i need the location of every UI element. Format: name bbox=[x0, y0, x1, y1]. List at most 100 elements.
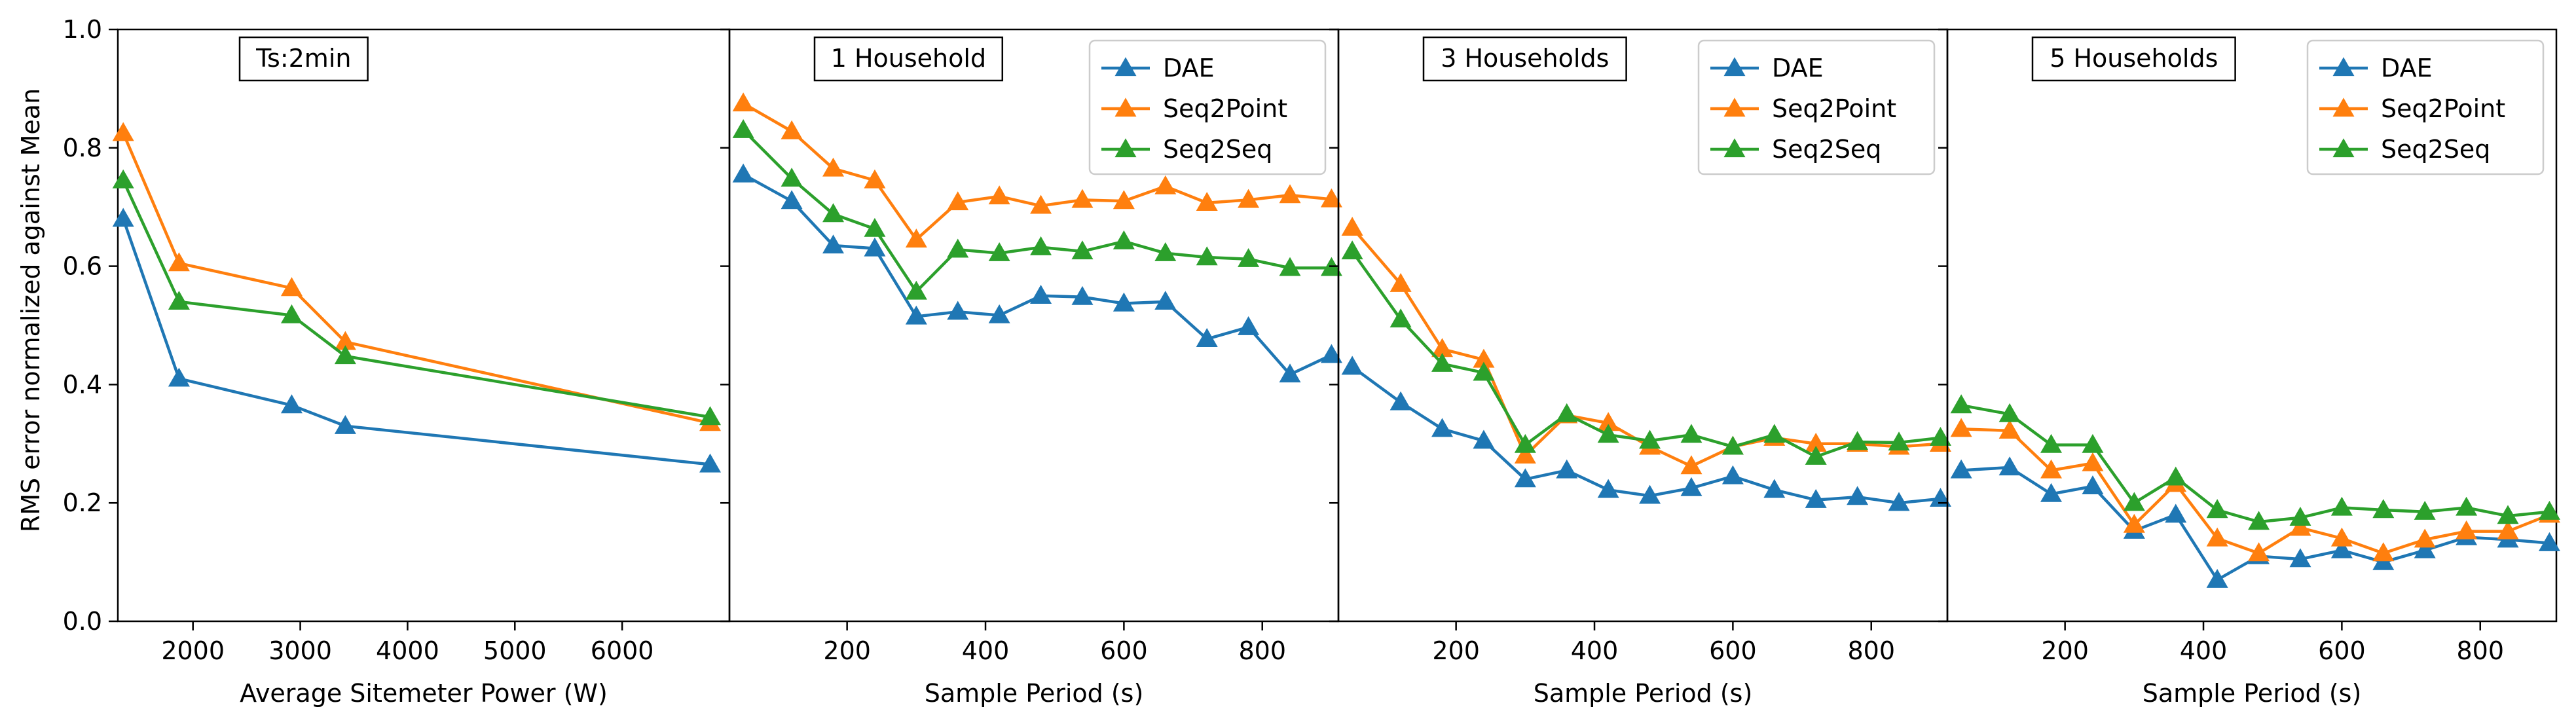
data-point bbox=[1473, 361, 1495, 381]
x-tick-label: 3000 bbox=[268, 636, 332, 665]
data-point bbox=[1030, 194, 1052, 214]
x-tick-label: 5000 bbox=[483, 636, 547, 665]
y-tick-label: 0.6 bbox=[63, 252, 102, 281]
data-point bbox=[2538, 532, 2560, 551]
data-point bbox=[988, 304, 1010, 323]
x-tick-label: 6000 bbox=[591, 636, 654, 665]
data-point bbox=[1320, 188, 1342, 208]
data-point bbox=[947, 238, 969, 258]
data-point bbox=[2414, 501, 2436, 520]
x-tick-label: 4000 bbox=[376, 636, 439, 665]
data-point bbox=[1389, 391, 1412, 410]
series-line bbox=[122, 218, 710, 466]
data-point bbox=[1556, 403, 1578, 422]
chart-panel: 2000 3000 4000 5000 6000 Average Sitemeter Po… bbox=[112, 28, 731, 708]
data-point bbox=[2248, 542, 2270, 562]
series-dae bbox=[732, 163, 1342, 383]
legend-frame bbox=[2306, 39, 2545, 175]
data-point bbox=[2289, 507, 2311, 526]
annotation-text: 5 Households bbox=[2050, 44, 2218, 73]
data-point bbox=[2040, 459, 2063, 479]
data-point bbox=[1431, 418, 1454, 437]
data-point bbox=[2538, 501, 2560, 520]
data-point bbox=[905, 228, 927, 248]
data-point bbox=[1238, 248, 1260, 267]
series-dae bbox=[1950, 456, 2560, 588]
annotation-box bbox=[813, 36, 1004, 82]
annotation-text: 3 Households bbox=[1441, 44, 1609, 73]
data-point bbox=[334, 414, 356, 434]
data-point bbox=[1113, 230, 1135, 249]
annotation-box bbox=[2031, 36, 2236, 82]
data-point bbox=[1847, 431, 1869, 450]
legend-swatch-marker bbox=[1114, 57, 1137, 77]
data-point bbox=[2330, 496, 2353, 516]
data-point bbox=[2330, 527, 2353, 547]
y-axis-label: RMS error normalized against Mean bbox=[16, 88, 45, 532]
data-point bbox=[1805, 433, 1827, 452]
data-point bbox=[1071, 189, 1094, 208]
data-point bbox=[1514, 445, 1536, 464]
legend: DAE Seq2Point Seq2Seq bbox=[1088, 39, 1327, 175]
data-point bbox=[1847, 486, 1869, 505]
data-point bbox=[1950, 459, 1972, 479]
x-tick-label: 200 bbox=[1432, 636, 1480, 665]
data-point bbox=[1805, 488, 1827, 508]
data-point bbox=[1763, 424, 1786, 443]
data-point bbox=[2123, 513, 2145, 533]
data-point bbox=[864, 217, 886, 237]
data-point bbox=[732, 118, 754, 138]
legend-label: Seq2Point bbox=[2381, 94, 2505, 123]
data-point bbox=[988, 242, 1010, 261]
data-point bbox=[1998, 420, 2021, 439]
data-point bbox=[2497, 520, 2519, 539]
data-point bbox=[1639, 484, 1661, 504]
data-point bbox=[1341, 217, 1363, 236]
legend-frame bbox=[1697, 39, 1936, 175]
annotation-box bbox=[1422, 36, 1627, 82]
data-point bbox=[112, 122, 134, 141]
data-point bbox=[988, 185, 1010, 205]
legend-swatch-marker bbox=[2332, 98, 2355, 117]
data-point bbox=[2372, 542, 2395, 562]
data-point bbox=[1721, 435, 1744, 455]
legend-label: Seq2Point bbox=[1772, 94, 1896, 123]
data-point bbox=[1680, 424, 1702, 443]
data-point bbox=[1154, 175, 1177, 194]
legend-label: DAE bbox=[1772, 54, 1824, 82]
data-point bbox=[1279, 184, 1301, 204]
data-point bbox=[864, 169, 886, 189]
data-point bbox=[1597, 424, 1619, 443]
plot-frame bbox=[117, 28, 731, 623]
legend-swatch-marker bbox=[1723, 57, 1746, 77]
data-point bbox=[1597, 479, 1619, 498]
series-seq2seq bbox=[1341, 240, 1951, 465]
data-point bbox=[112, 169, 134, 189]
series-seq2point bbox=[732, 92, 1342, 248]
data-point bbox=[2206, 568, 2228, 588]
x-tick-label: 600 bbox=[2318, 636, 2366, 665]
x-tick-label: 800 bbox=[1238, 636, 1286, 665]
data-point bbox=[1030, 236, 1052, 255]
legend-swatch-marker bbox=[2332, 57, 2355, 77]
series-seq2seq bbox=[732, 118, 1342, 300]
data-point bbox=[1950, 418, 1972, 437]
data-point bbox=[1639, 429, 1661, 449]
data-point bbox=[2206, 527, 2228, 547]
annotation-box bbox=[238, 36, 369, 82]
data-point bbox=[112, 208, 134, 227]
data-point bbox=[168, 367, 190, 387]
series-seq2point bbox=[112, 122, 722, 431]
data-point bbox=[334, 331, 356, 350]
data-point bbox=[2082, 452, 2104, 471]
data-point bbox=[1154, 242, 1177, 261]
legend-frame bbox=[1088, 39, 1327, 175]
data-point bbox=[2289, 517, 2311, 536]
legend-label: Seq2Seq bbox=[1772, 135, 1881, 164]
series-line bbox=[122, 179, 710, 419]
y-axis-ticks: 0.0 0.2 0.4 0.6 0.8 1.0 bbox=[63, 15, 118, 636]
plot-frame bbox=[1946, 28, 2558, 623]
data-point bbox=[1113, 292, 1135, 312]
legend-swatch-marker bbox=[1723, 138, 1746, 158]
